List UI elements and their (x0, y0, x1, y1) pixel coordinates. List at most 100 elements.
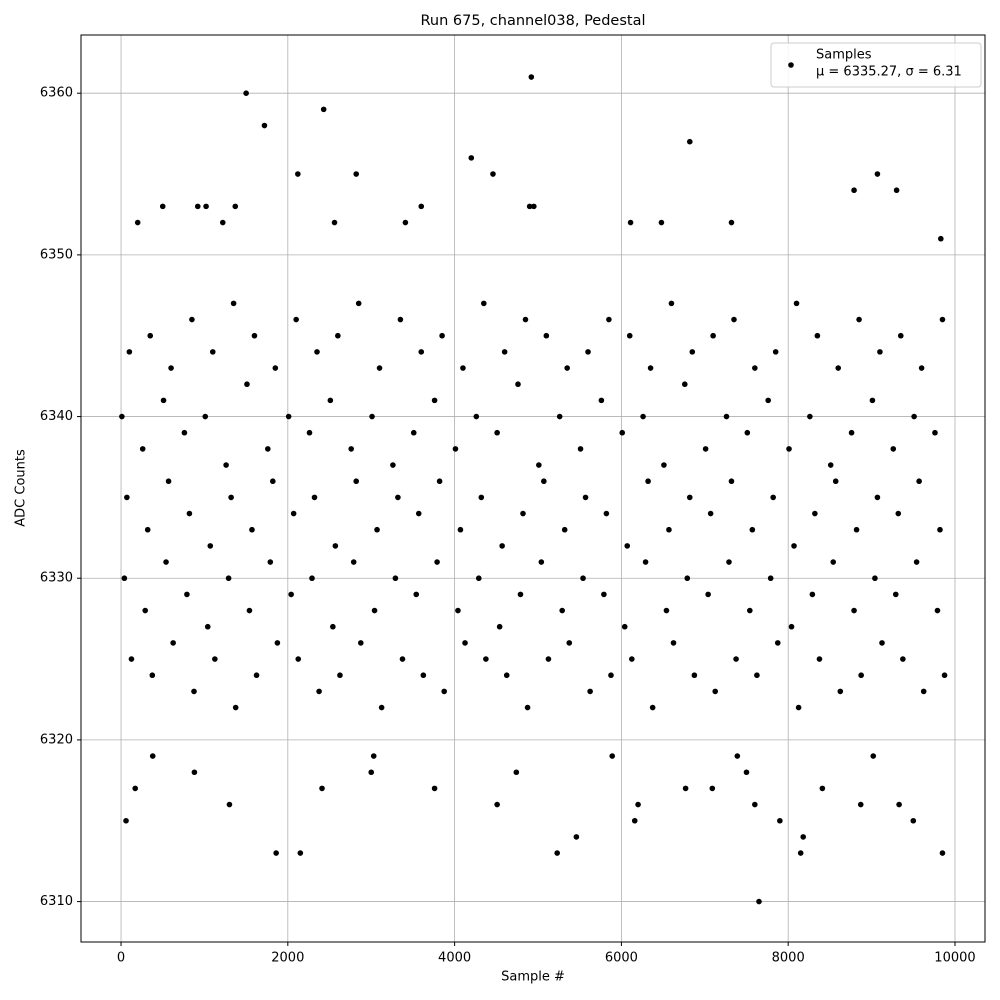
point (832, 478, 839, 485)
point (515, 381, 521, 388)
point (702, 446, 709, 452)
point (631, 817, 638, 824)
point (752, 801, 758, 808)
point (121, 575, 128, 582)
point (870, 753, 877, 759)
point (911, 413, 917, 420)
point (756, 898, 762, 905)
point (513, 769, 520, 776)
point (528, 74, 535, 80)
point (934, 607, 941, 614)
point (194, 203, 201, 210)
point (163, 559, 169, 565)
legend-marker (788, 62, 794, 68)
point (142, 607, 149, 614)
x-tick-label: 6000 (605, 951, 638, 966)
point (874, 171, 881, 177)
point (910, 817, 917, 824)
point (139, 446, 146, 452)
point (559, 607, 565, 614)
point (353, 171, 360, 177)
point (707, 510, 714, 517)
point (209, 349, 216, 355)
point (786, 446, 792, 452)
point (478, 494, 485, 501)
point (184, 591, 190, 598)
point (743, 769, 750, 776)
point (896, 801, 902, 808)
point (626, 332, 633, 339)
point (374, 526, 380, 533)
y-tick-label: 6320 (40, 732, 73, 747)
point (726, 559, 732, 565)
point (689, 349, 696, 355)
point (520, 510, 526, 517)
point (809, 591, 816, 598)
point (191, 769, 198, 776)
point (830, 559, 837, 565)
point (272, 365, 279, 371)
x-tick-label: 10000 (934, 951, 975, 966)
point (835, 365, 842, 371)
point (918, 365, 925, 371)
point (468, 155, 475, 161)
point (273, 850, 279, 856)
point (566, 640, 573, 646)
point (939, 850, 946, 856)
point (132, 785, 139, 792)
point (160, 397, 167, 404)
point (309, 575, 315, 582)
point (332, 543, 339, 549)
point (265, 446, 271, 452)
point (452, 446, 459, 452)
point (754, 672, 760, 679)
point (837, 688, 844, 695)
point (297, 850, 304, 856)
point (857, 801, 864, 808)
point (290, 510, 297, 517)
point (645, 478, 651, 485)
point (337, 672, 343, 679)
point (731, 316, 737, 323)
point (939, 316, 946, 323)
point (686, 138, 693, 145)
point (165, 478, 172, 485)
point (749, 526, 756, 533)
point (774, 640, 781, 646)
point (531, 203, 537, 210)
point (853, 526, 860, 533)
point (149, 753, 156, 759)
point (624, 543, 631, 549)
point (814, 332, 821, 339)
point (608, 672, 614, 679)
point (189, 316, 195, 323)
point (797, 850, 804, 856)
point (585, 349, 591, 355)
point (147, 332, 154, 339)
point (938, 235, 944, 242)
x-tick-label: 8000 (772, 951, 805, 966)
points (119, 74, 948, 905)
point (877, 349, 883, 355)
point (598, 397, 605, 404)
point (668, 300, 675, 307)
point (573, 834, 580, 840)
point (587, 688, 593, 695)
point (499, 543, 505, 549)
point (851, 187, 857, 194)
point (441, 688, 447, 695)
point (311, 494, 318, 501)
point (916, 478, 922, 485)
point (705, 591, 711, 598)
point (295, 171, 301, 177)
point (686, 494, 693, 501)
point (415, 510, 422, 517)
point (684, 575, 691, 582)
point (119, 413, 125, 420)
point (856, 316, 862, 323)
point (564, 365, 570, 371)
point (204, 623, 211, 630)
point (603, 510, 610, 517)
point (661, 462, 667, 468)
point (376, 365, 383, 371)
